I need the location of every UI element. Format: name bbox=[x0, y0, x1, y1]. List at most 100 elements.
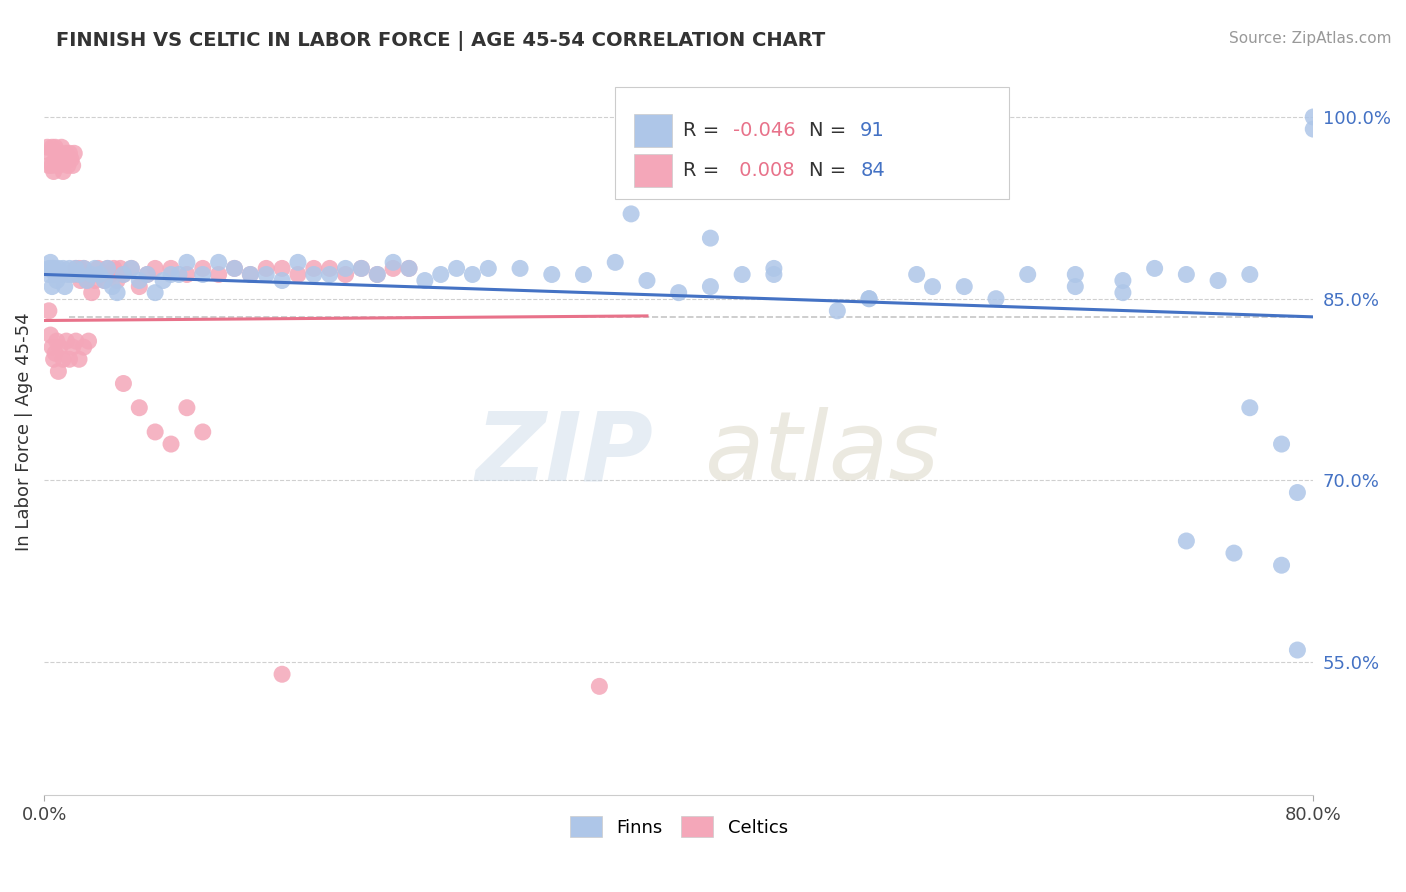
Point bbox=[176, 401, 198, 415]
Point bbox=[287, 255, 309, 269]
Point bbox=[239, 268, 262, 282]
Point bbox=[335, 261, 357, 276]
Text: N =: N = bbox=[810, 120, 853, 140]
Point bbox=[67, 352, 90, 367]
Point bbox=[128, 273, 150, 287]
Text: R =: R = bbox=[682, 161, 725, 180]
Point bbox=[77, 268, 100, 282]
Point bbox=[160, 268, 183, 282]
Point bbox=[39, 328, 62, 343]
Point bbox=[239, 268, 262, 282]
Point bbox=[1270, 437, 1292, 451]
Point bbox=[254, 261, 277, 276]
Point bbox=[143, 425, 166, 439]
Point bbox=[49, 268, 72, 282]
Point bbox=[318, 261, 340, 276]
Point bbox=[112, 268, 135, 282]
Point bbox=[1064, 279, 1087, 293]
Point bbox=[1143, 261, 1166, 276]
Bar bbox=[634, 154, 672, 186]
Point bbox=[83, 273, 105, 287]
Text: -0.046: -0.046 bbox=[734, 120, 796, 140]
Point bbox=[1017, 268, 1039, 282]
Point bbox=[136, 268, 159, 282]
Point bbox=[302, 261, 325, 276]
Point bbox=[128, 279, 150, 293]
Point bbox=[699, 279, 721, 293]
Point bbox=[1302, 122, 1324, 136]
FancyBboxPatch shape bbox=[616, 87, 1008, 199]
Point bbox=[44, 268, 66, 282]
Point bbox=[207, 255, 229, 269]
Point bbox=[398, 261, 420, 276]
Point bbox=[55, 334, 77, 348]
Point bbox=[921, 279, 943, 293]
Point bbox=[97, 261, 120, 276]
Point bbox=[636, 273, 658, 287]
Point bbox=[413, 273, 436, 287]
Point bbox=[73, 261, 96, 276]
Point bbox=[1239, 268, 1261, 282]
Point bbox=[93, 273, 115, 287]
Point bbox=[42, 352, 65, 367]
Point bbox=[302, 268, 325, 282]
Point bbox=[762, 268, 785, 282]
Point bbox=[1175, 268, 1198, 282]
Point bbox=[58, 146, 80, 161]
Point bbox=[191, 261, 214, 276]
Point bbox=[77, 334, 100, 348]
Point bbox=[76, 273, 98, 287]
Point bbox=[350, 261, 373, 276]
Point bbox=[105, 285, 128, 300]
Text: Source: ZipAtlas.com: Source: ZipAtlas.com bbox=[1229, 31, 1392, 46]
Point bbox=[143, 285, 166, 300]
Text: N =: N = bbox=[810, 161, 853, 180]
Point bbox=[38, 303, 60, 318]
Point bbox=[55, 146, 77, 161]
Legend: Finns, Celtics: Finns, Celtics bbox=[562, 809, 794, 845]
Point bbox=[67, 261, 90, 276]
Point bbox=[382, 255, 405, 269]
Point bbox=[1270, 558, 1292, 573]
Point bbox=[48, 261, 70, 276]
Point bbox=[366, 268, 388, 282]
Point bbox=[65, 261, 87, 276]
Text: 0.008: 0.008 bbox=[734, 161, 794, 180]
Point bbox=[44, 346, 66, 360]
Point bbox=[668, 285, 690, 300]
Point bbox=[1112, 285, 1135, 300]
Point bbox=[160, 437, 183, 451]
Point bbox=[858, 292, 880, 306]
Point bbox=[58, 261, 80, 276]
Point bbox=[41, 279, 63, 293]
Point bbox=[620, 207, 643, 221]
Point bbox=[44, 140, 66, 154]
Point bbox=[87, 261, 110, 276]
Point bbox=[45, 153, 67, 167]
Point bbox=[382, 261, 405, 276]
Point bbox=[224, 261, 246, 276]
Point bbox=[39, 146, 62, 161]
Point bbox=[1112, 273, 1135, 287]
Point bbox=[89, 268, 111, 282]
Point bbox=[103, 261, 125, 276]
Point bbox=[97, 261, 120, 276]
Point bbox=[191, 425, 214, 439]
Point bbox=[167, 268, 190, 282]
Point bbox=[69, 273, 91, 287]
Point bbox=[37, 140, 59, 154]
Point bbox=[398, 261, 420, 276]
Point bbox=[176, 268, 198, 282]
Point bbox=[105, 273, 128, 287]
Point bbox=[858, 292, 880, 306]
Point bbox=[1302, 110, 1324, 124]
Point bbox=[62, 340, 84, 354]
Point bbox=[58, 352, 80, 367]
Point bbox=[1064, 268, 1087, 282]
Point bbox=[953, 279, 976, 293]
Bar bbox=[634, 114, 672, 146]
Point bbox=[509, 261, 531, 276]
Point bbox=[62, 158, 84, 172]
Point bbox=[62, 268, 84, 282]
Point bbox=[49, 340, 72, 354]
